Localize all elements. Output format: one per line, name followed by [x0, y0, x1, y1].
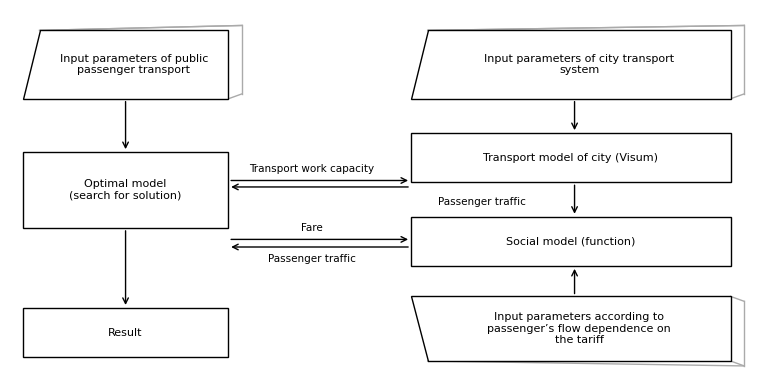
Text: Passenger traffic: Passenger traffic: [268, 254, 356, 264]
Text: Fare: Fare: [301, 223, 323, 233]
Text: Result: Result: [108, 328, 143, 337]
Text: Input parameters of city transport
system: Input parameters of city transport syste…: [484, 54, 674, 75]
Bar: [23, 308, 228, 357]
Polygon shape: [411, 30, 731, 99]
Text: Input parameters of public
passenger transport: Input parameters of public passenger tra…: [60, 54, 208, 75]
Bar: [23, 152, 228, 228]
Polygon shape: [411, 296, 731, 361]
Text: Input parameters according to
passenger’s flow dependence on
the tariff: Input parameters according to passenger’…: [487, 312, 671, 345]
Text: Optimal model
(search for solution): Optimal model (search for solution): [69, 179, 182, 201]
Text: Transport work capacity: Transport work capacity: [250, 164, 374, 174]
Text: Social model (function): Social model (function): [506, 236, 635, 246]
Text: Passenger traffic: Passenger traffic: [438, 197, 525, 207]
Bar: [411, 133, 731, 182]
Bar: [411, 217, 731, 266]
Text: Transport model of city (Visum): Transport model of city (Visum): [483, 153, 658, 163]
Polygon shape: [23, 30, 228, 99]
